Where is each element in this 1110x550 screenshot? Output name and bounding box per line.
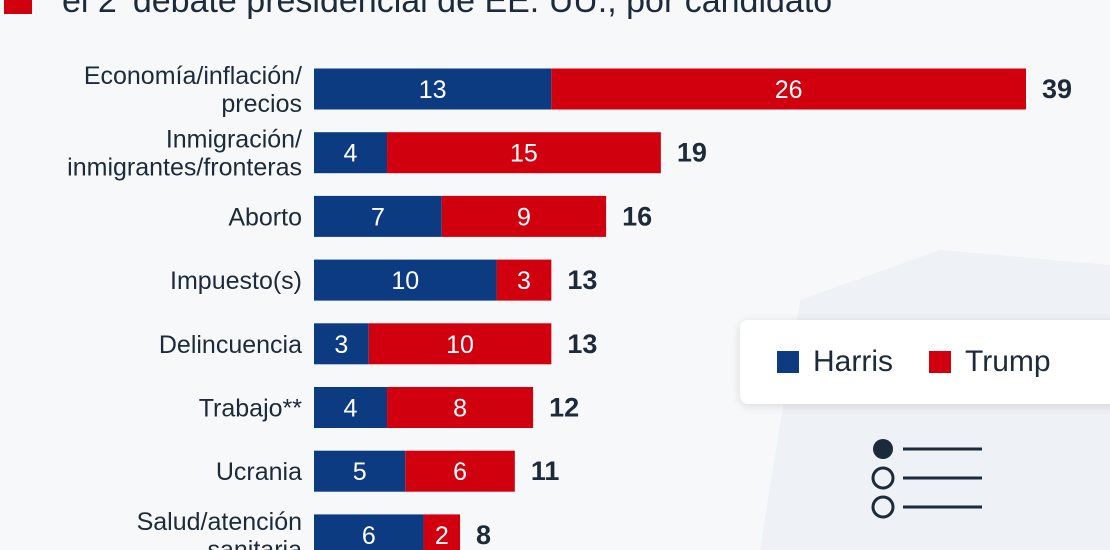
- category-label: Delincuencia: [159, 331, 302, 359]
- legend-label-trump: Trump: [965, 345, 1051, 378]
- bar-value-trump: 8: [453, 395, 467, 423]
- chart-title: el 2º debate presidencial de EE. UU., po…: [62, 0, 832, 20]
- bar-total-label: 13: [567, 265, 597, 295]
- bar-harris: [314, 195, 442, 237]
- bar-value-trump: 15: [510, 140, 538, 168]
- bar-value-harris: 3: [334, 331, 348, 359]
- title-color-square: [4, 0, 32, 14]
- bar-value-trump: 10: [446, 331, 474, 359]
- bar-value-trump: 2: [435, 522, 449, 550]
- bar-harris: [314, 68, 552, 110]
- bars-layer: Economía/inflación/precios 13 26 39Inmigrac…: [67, 62, 1072, 550]
- bar-total-label: 19: [677, 138, 707, 168]
- bar-trump: [551, 68, 1026, 110]
- category-label: Inmigración/inmigrantes/fronteras: [67, 126, 302, 182]
- legend-item-trump: Trump: [929, 345, 1051, 379]
- legend: Harris Trump: [740, 320, 1110, 404]
- category-label: Salud/atención sanitaria: [137, 508, 302, 550]
- bar-value-harris: 10: [391, 267, 419, 295]
- bar-harris: [314, 323, 369, 365]
- bar-harris: [314, 514, 424, 550]
- bar-harris: [314, 259, 497, 301]
- bar-value-harris: 6: [362, 522, 376, 550]
- bar-total-label: 13: [567, 329, 597, 359]
- bar-trump: [368, 323, 552, 365]
- bar-trump: [405, 450, 515, 492]
- legend-label-harris: Harris: [813, 345, 893, 378]
- bar-harris: [314, 387, 388, 428]
- legend-swatch-trump: [929, 351, 951, 373]
- bar-trump: [423, 514, 461, 550]
- bar-trump: [387, 387, 534, 428]
- bar-total-label: 39: [1042, 74, 1072, 104]
- category-label: Trabajo**: [199, 395, 303, 423]
- bar-value-harris: 13: [419, 76, 447, 104]
- category-label: Economía/inflación/precios: [84, 62, 302, 118]
- bar-value-harris: 7: [371, 203, 385, 231]
- bar-value-harris: 5: [353, 458, 367, 486]
- bar-total-label: 11: [531, 456, 560, 486]
- bar-trump: [441, 195, 607, 237]
- bar-trump: [387, 132, 661, 174]
- bar-value-trump: 6: [453, 458, 467, 486]
- bar-total-label: 16: [622, 201, 652, 231]
- bar-value-trump: 9: [517, 203, 531, 231]
- legend-item-harris: Harris: [777, 345, 893, 379]
- bar-value-harris: 4: [344, 140, 358, 168]
- bar-value-trump: 3: [517, 267, 531, 295]
- category-label: Impuesto(s): [170, 267, 302, 295]
- bar-value-harris: 4: [344, 395, 358, 423]
- bar-total-label: 8: [476, 520, 491, 550]
- bar-harris: [314, 450, 406, 492]
- bar-harris: [314, 132, 388, 174]
- category-label: Ucrania: [216, 458, 302, 486]
- bar-trump: [496, 259, 552, 301]
- list-radio-icon: [871, 439, 982, 519]
- bar-value-trump: 26: [775, 76, 803, 104]
- bar-total-label: 12: [549, 393, 579, 423]
- legend-swatch-harris: [777, 351, 799, 373]
- category-label: Aborto: [228, 203, 302, 231]
